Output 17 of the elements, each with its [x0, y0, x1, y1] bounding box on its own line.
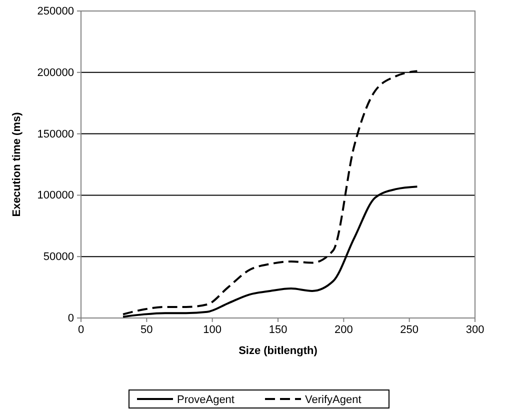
- y-tick-label: 150000: [37, 128, 74, 140]
- y-tick-label: 250000: [37, 6, 74, 18]
- x-tick-label: 250: [400, 324, 419, 336]
- x-tick-label: 200: [334, 324, 353, 336]
- x-tick-label: 100: [203, 324, 222, 336]
- x-tick-label: 0: [78, 324, 84, 336]
- y-tick-label: 100000: [37, 190, 74, 202]
- y-tick-label: 0: [68, 312, 74, 325]
- y-tick-label: 50000: [43, 251, 74, 264]
- x-axis-title: Size (bitlength): [238, 345, 318, 357]
- x-tick-label: 300: [466, 324, 484, 336]
- y-axis-title: Execution time (ms): [11, 112, 23, 217]
- y-tick-label: 200000: [37, 66, 74, 79]
- legend-label: VerifyAgent: [305, 394, 362, 406]
- x-tick-label: 150: [268, 324, 288, 336]
- x-tick-label: 50: [140, 324, 153, 336]
- legend-label: ProveAgent: [177, 394, 234, 406]
